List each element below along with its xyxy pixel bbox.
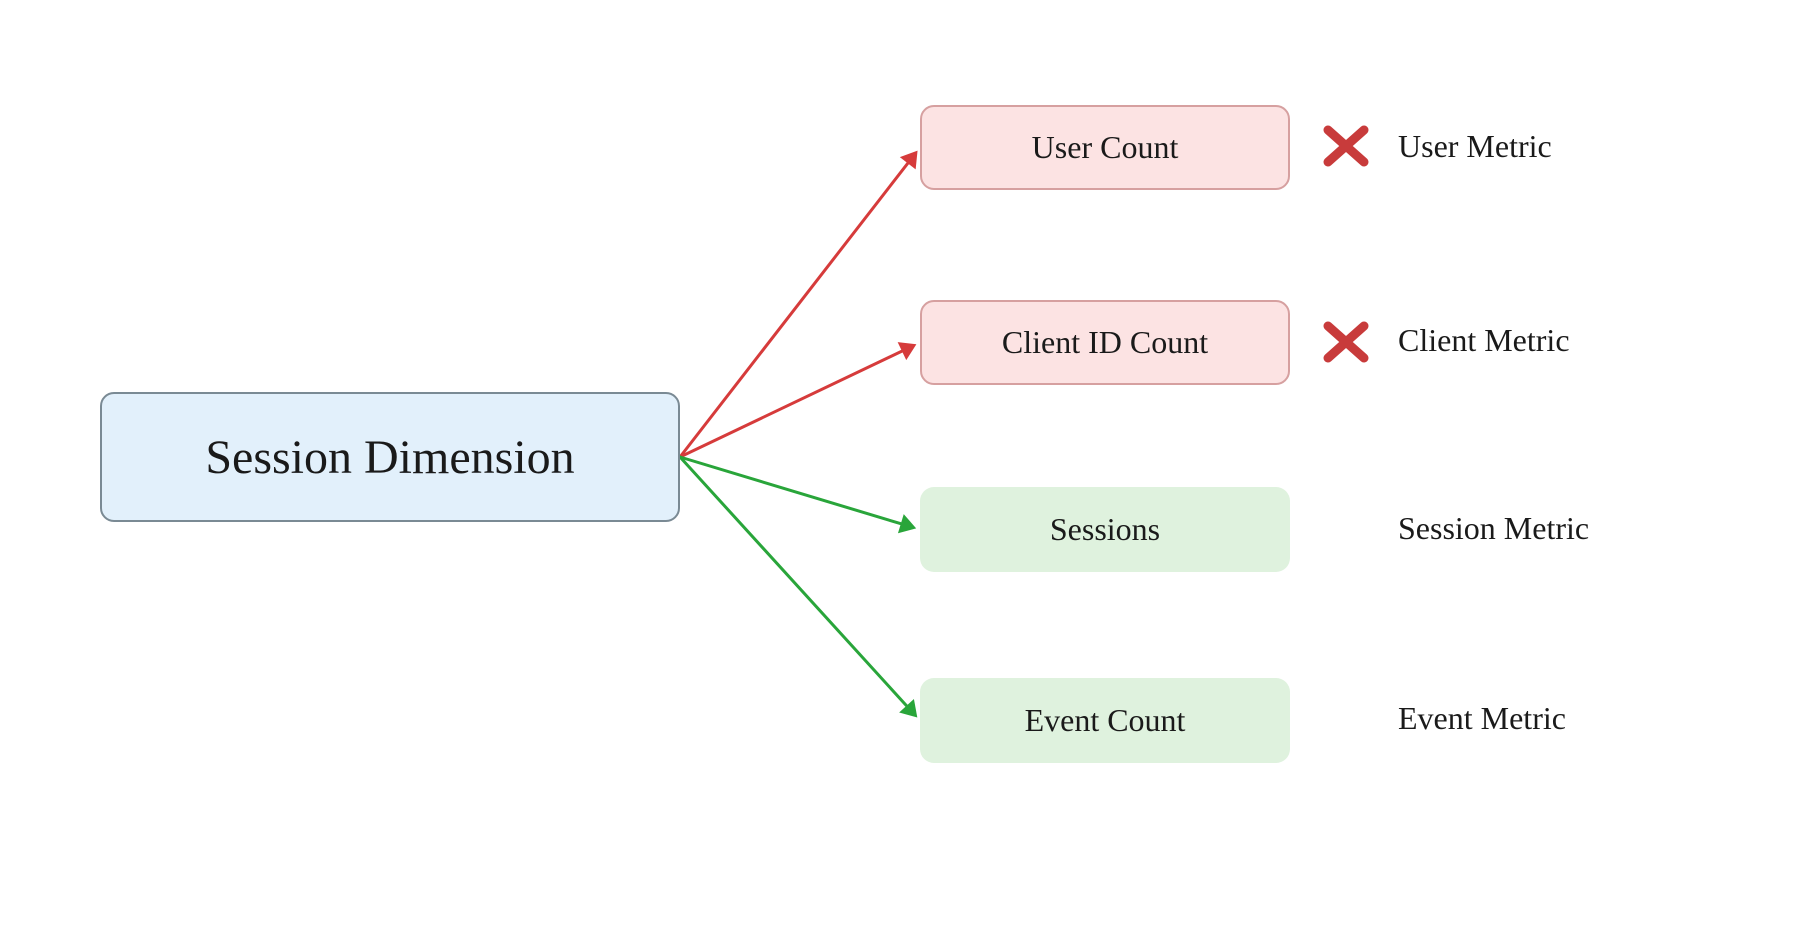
root-node-label: Session Dimension [205,430,574,485]
label-client-metric: Client Metric [1398,322,1570,359]
node-label: Client ID Count [1002,324,1208,361]
node-label: Sessions [1050,511,1160,548]
node-sessions: Sessions [920,487,1290,572]
label-text: Event Metric [1398,700,1566,737]
node-event-count: Event Count [920,678,1290,763]
root-node-session-dimension: Session Dimension [100,392,680,522]
label-user-metric: User Metric [1398,128,1552,165]
node-client-id-count: Client ID Count [920,300,1290,385]
node-label: User Count [1032,129,1179,166]
node-user-count: User Count [920,105,1290,190]
diagram-canvas: Session Dimension User Count Client ID C… [0,0,1794,942]
cross-icon [1322,318,1370,366]
label-text: User Metric [1398,128,1552,165]
label-text: Client Metric [1398,322,1570,359]
label-event-metric: Event Metric [1398,700,1566,737]
label-session-metric: Session Metric [1398,510,1589,547]
cross-icon [1322,122,1370,170]
node-label: Event Count [1025,702,1186,739]
label-text: Session Metric [1398,510,1589,547]
